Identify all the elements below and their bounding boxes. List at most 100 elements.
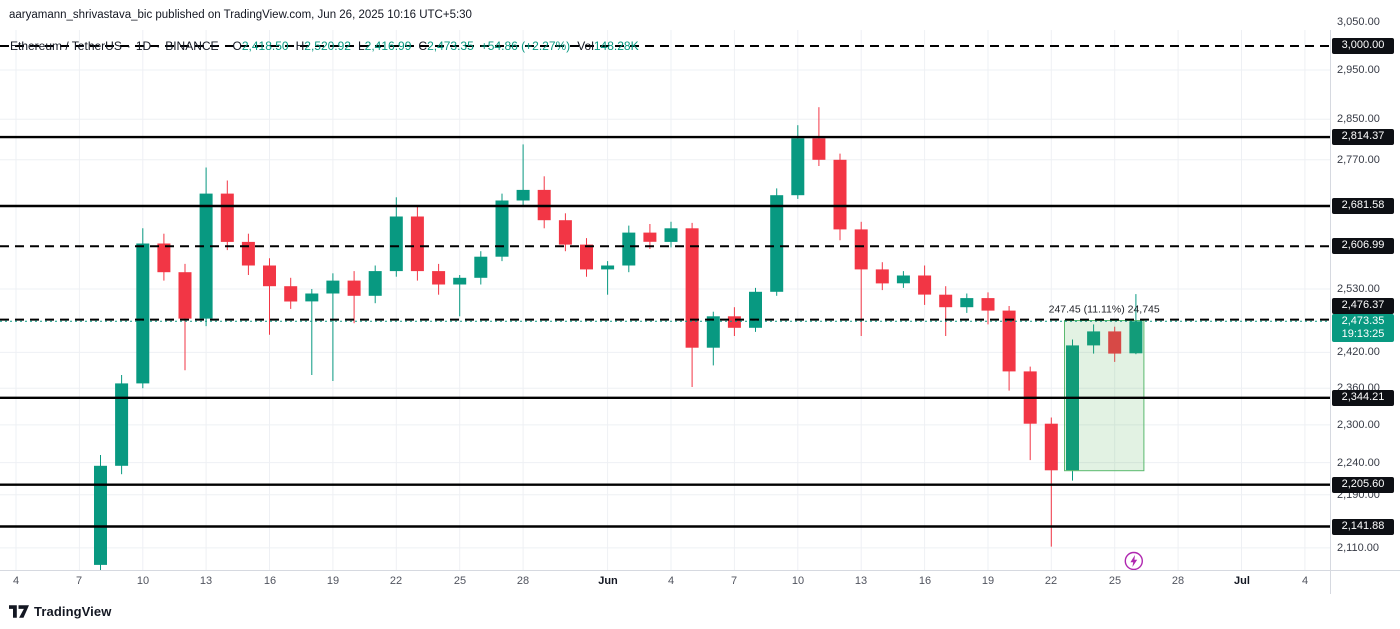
candle xyxy=(178,263,192,371)
candle xyxy=(643,224,657,249)
candle xyxy=(1044,417,1058,547)
price-axis-label: 2,240.00 xyxy=(1337,457,1380,469)
candle xyxy=(854,221,868,336)
candle xyxy=(601,261,615,295)
candle xyxy=(347,271,361,324)
price-line-label: 3,000.00 xyxy=(1332,38,1394,54)
time-axis-label: 4 xyxy=(1301,575,1309,587)
symbol-name[interactable]: Ethereum / TetherUS xyxy=(10,39,122,53)
price-line-label: 2,476.37 xyxy=(1332,298,1394,314)
price-axis-label: 2,850.00 xyxy=(1337,113,1380,125)
candle xyxy=(537,176,551,229)
price-axis-label: 2,300.00 xyxy=(1337,419,1380,431)
price-axis-label: 3,050.00 xyxy=(1337,16,1380,28)
candle xyxy=(685,222,699,387)
chart-canvas[interactable]: 247.45 (11.11%) 24,745 Ethereum / Tether… xyxy=(0,30,1330,570)
candle xyxy=(939,286,953,336)
candle xyxy=(833,153,847,241)
candle xyxy=(1023,366,1037,461)
horizontal-price-lines xyxy=(0,45,1330,528)
candle xyxy=(410,205,424,281)
volume-value: 148.28K xyxy=(593,39,639,53)
candle xyxy=(960,293,974,313)
candle xyxy=(1108,326,1122,362)
close-value: 2,473.35 xyxy=(427,39,474,53)
time-axis-label: 28 xyxy=(516,575,530,587)
price-axis[interactable]: 3,050.00 2,950.00 2,850.00 2,770.00 2,530.00… xyxy=(1330,0,1400,594)
candle xyxy=(94,455,107,570)
time-axis[interactable]: 4 7 10 13 16 19 22 25 28 Jun 4 7 10 13 16 19 22 25 28 Jul 4 xyxy=(0,571,1330,594)
low-value: 2,416.99 xyxy=(364,39,412,53)
time-axis-label: Jul xyxy=(1234,575,1250,587)
candle xyxy=(516,144,530,207)
tradingview-logo-icon[interactable] xyxy=(9,605,29,618)
candle xyxy=(727,307,741,336)
legend-separator: · xyxy=(156,39,161,53)
legend-separator: · xyxy=(126,39,131,53)
candle xyxy=(981,292,995,325)
time-axis-label: 7 xyxy=(75,575,83,587)
time-axis-label: 4 xyxy=(667,575,675,587)
current-price-label: 2,473.35 19:13:25 xyxy=(1332,314,1394,342)
price-axis-border xyxy=(1330,30,1331,594)
price-axis-label: 2,950.00 xyxy=(1337,64,1380,76)
candle xyxy=(453,275,467,317)
time-axis-label: 25 xyxy=(1108,575,1122,587)
grid-layer xyxy=(0,30,1330,570)
time-axis-label: 10 xyxy=(136,575,150,587)
open-label: O xyxy=(232,39,242,53)
price-line-label: 2,681.58 xyxy=(1332,198,1394,214)
ohlc-readout: O2,418.50 H2,520.92 L2,416.99 C2,473.35 +54.… xyxy=(233,39,639,53)
close-label: C xyxy=(418,39,428,53)
open-value: 2,418.50 xyxy=(241,39,289,53)
candle xyxy=(115,375,129,475)
candle xyxy=(474,251,488,285)
candle xyxy=(495,193,509,262)
candle xyxy=(432,263,446,295)
candle xyxy=(896,271,910,288)
candle xyxy=(136,228,150,389)
candlestick-chart[interactable]: 247.45 (11.11%) 24,745 xyxy=(0,30,1330,570)
symbol-legend: Ethereum / TetherUS · 1D · BINANCE O2,418.50 H… xyxy=(10,39,639,53)
price-line-label: 2,344.21 xyxy=(1332,390,1394,406)
time-axis-label: 19 xyxy=(981,575,995,587)
time-axis-label: Jun xyxy=(598,575,618,587)
exchange-label: BINANCE xyxy=(165,39,219,53)
candle xyxy=(580,238,593,277)
change-value: +54.86 (+2.27%) xyxy=(480,39,571,53)
high-label: H xyxy=(295,39,305,53)
time-axis-label: 19 xyxy=(326,575,340,587)
candle xyxy=(1066,339,1079,481)
measurement-label: 247.45 (11.11%) 24,745 xyxy=(1049,304,1160,316)
volume-label: Vol xyxy=(577,39,594,53)
price-axis-label: 2,110.00 xyxy=(1337,542,1380,554)
candle xyxy=(622,225,636,273)
time-axis-label: 16 xyxy=(918,575,932,587)
time-axis-label: 13 xyxy=(199,575,213,587)
time-axis-label: 28 xyxy=(1171,575,1185,587)
candle xyxy=(389,197,403,277)
high-value: 2,520.92 xyxy=(304,39,351,53)
interval-label[interactable]: 1D xyxy=(135,39,152,53)
time-axis-label: 10 xyxy=(791,575,805,587)
time-axis-label: 16 xyxy=(263,575,277,587)
candle xyxy=(199,167,213,327)
price-line-label: 2,606.99 xyxy=(1332,238,1394,254)
candles-layer xyxy=(94,107,1143,570)
price-line-label: 2,205.60 xyxy=(1332,477,1394,493)
candle xyxy=(1087,324,1101,354)
price-line-label: 2,141.88 xyxy=(1332,519,1394,535)
candle xyxy=(368,265,382,304)
price-line-label: 2,814.37 xyxy=(1332,129,1394,145)
candle xyxy=(220,180,234,251)
price-range-measurement[interactable]: 247.45 (11.11%) 24,745 xyxy=(1049,304,1160,472)
price-axis-label: 2,420.00 xyxy=(1337,346,1380,358)
tradingview-wordmark[interactable]: TradingView xyxy=(34,604,112,619)
time-axis-label: 22 xyxy=(389,575,403,587)
candle xyxy=(558,213,572,252)
flash-marker-icon[interactable] xyxy=(1124,551,1143,570)
price-axis-label: 2,770.00 xyxy=(1337,154,1380,166)
candle xyxy=(1129,294,1143,355)
time-axis-label: 22 xyxy=(1044,575,1058,587)
candle xyxy=(284,277,298,309)
